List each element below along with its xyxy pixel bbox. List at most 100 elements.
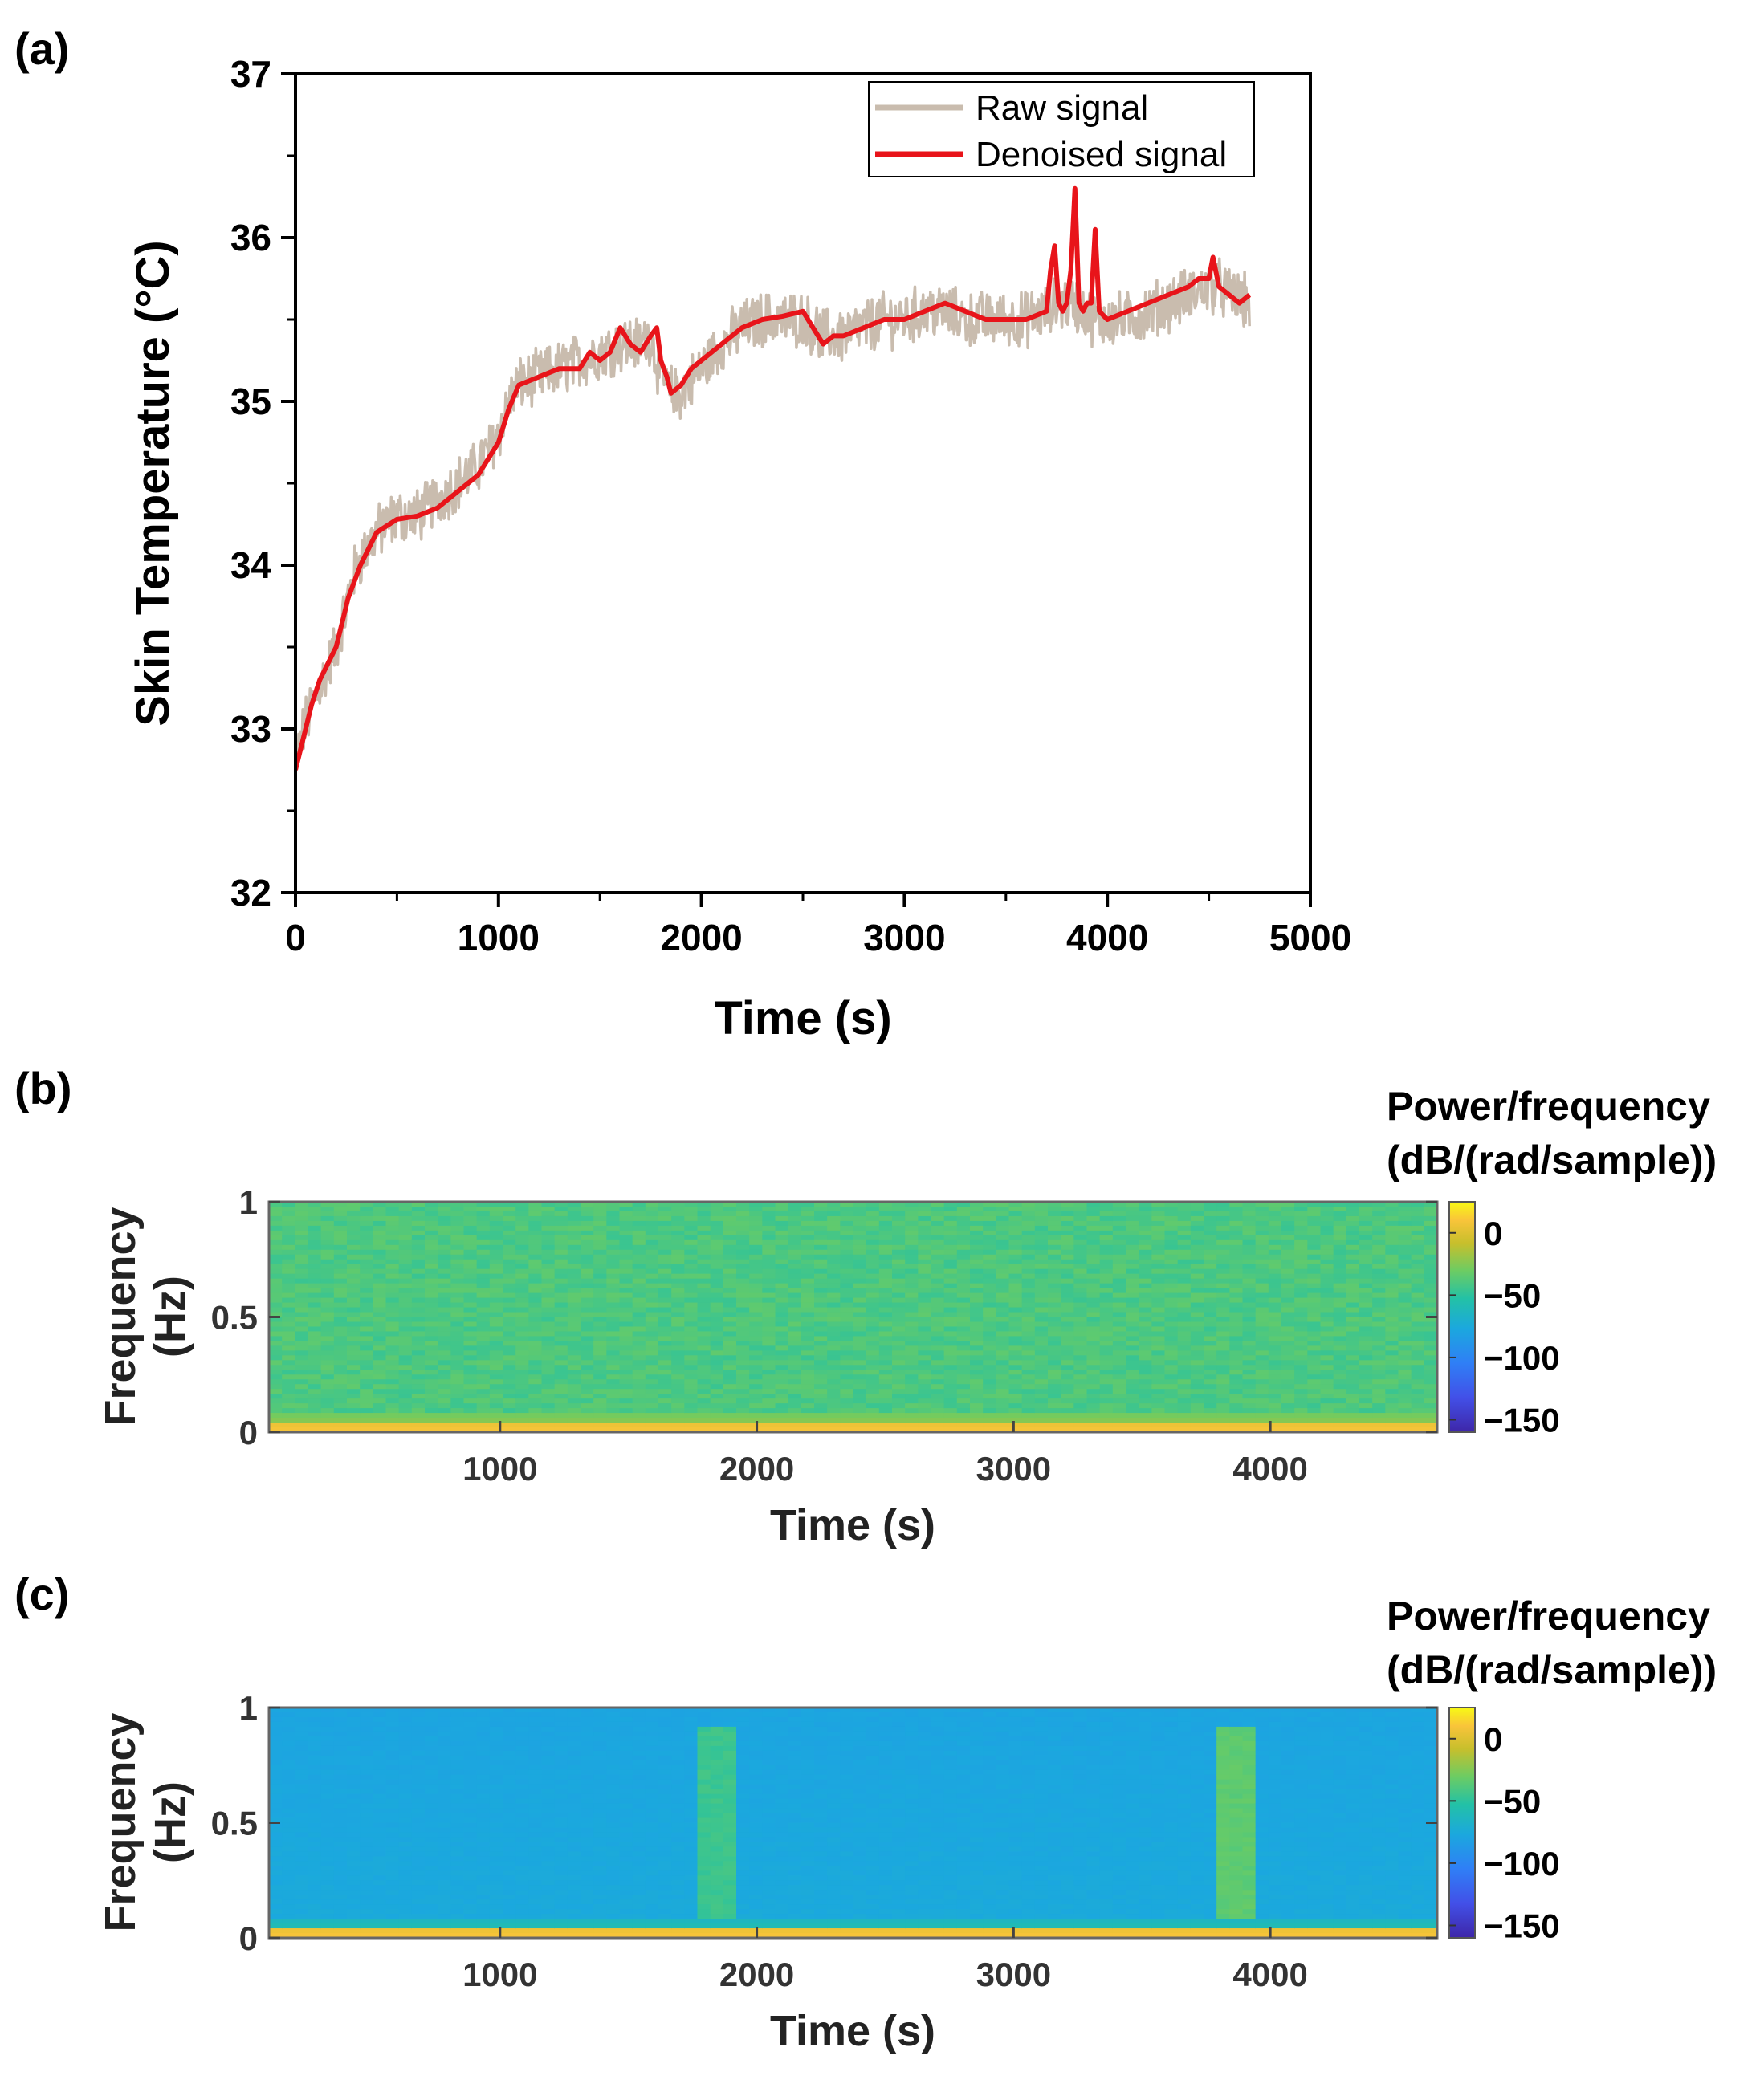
spectrogram-cell xyxy=(1346,1239,1360,1246)
spectrogram-cell xyxy=(736,1321,750,1328)
spectrogram-cell xyxy=(398,1798,413,1805)
spectrogram-cell xyxy=(956,1259,971,1265)
spectrogram-cell xyxy=(1411,1336,1425,1341)
spectrogram-cell xyxy=(398,1837,413,1843)
spectrogram-cell xyxy=(360,1384,373,1390)
spectrogram-cell xyxy=(1424,1321,1438,1328)
spectrogram-cell xyxy=(503,1273,516,1280)
spectrogram-cell xyxy=(892,1418,906,1423)
spectrogram-cell xyxy=(1112,1259,1126,1265)
spectrogram-cell xyxy=(710,1206,724,1212)
spectrogram-cell xyxy=(463,1215,478,1222)
spectrogram-cell xyxy=(658,1292,672,1299)
spectrogram-cell xyxy=(567,1278,581,1284)
spectrogram-cell xyxy=(373,1211,387,1217)
spectrogram-cell xyxy=(1294,1292,1308,1299)
spectrogram-cell xyxy=(905,1302,919,1309)
spectrogram-cell xyxy=(775,1379,789,1385)
spectrogram-cell xyxy=(1424,1244,1438,1251)
spectrogram-cell xyxy=(1061,1427,1074,1433)
spectrogram-cell xyxy=(1048,1374,1061,1380)
spectrogram-cell xyxy=(295,1331,309,1337)
spectrogram-cell xyxy=(450,1384,465,1390)
spectrogram-cell xyxy=(373,1317,387,1323)
spectrogram-cell xyxy=(1411,1239,1425,1246)
spectrogram-cell xyxy=(1216,1403,1230,1409)
spectrogram-cell xyxy=(788,1317,802,1323)
spectrogram-cell xyxy=(1190,1341,1204,1346)
spectrogram-cell xyxy=(295,1297,309,1304)
spectrogram-cell xyxy=(762,1384,776,1390)
spectrogram-cell xyxy=(905,1239,919,1246)
spectrogram-cell xyxy=(385,1288,400,1294)
spectrogram-cell xyxy=(892,1215,906,1222)
spectrogram-cell xyxy=(398,1899,413,1905)
spectrogram-cell xyxy=(749,1302,763,1309)
spectrogram-cell xyxy=(489,1413,503,1419)
spectrogram-cell xyxy=(1139,1268,1152,1275)
spectrogram-cell xyxy=(983,1278,996,1284)
spectrogram-cell xyxy=(1268,1365,1282,1370)
spectrogram-cell xyxy=(1307,1326,1322,1333)
spectrogram-cell xyxy=(581,1292,594,1299)
spectrogram-cell xyxy=(1333,1360,1347,1366)
spectrogram-cell xyxy=(411,1321,426,1328)
spectrogram-cell xyxy=(606,1341,621,1346)
spectrogram-cell xyxy=(295,1206,309,1212)
spectrogram-cell xyxy=(1268,1244,1282,1251)
spectrogram-cell xyxy=(1021,1215,1036,1222)
spectrogram-cell xyxy=(320,1423,335,1428)
spectrogram-cell xyxy=(1099,1331,1114,1337)
spectrogram-cell xyxy=(1099,1360,1114,1366)
spectrogram-cell xyxy=(1099,1292,1114,1299)
spectrogram-cell xyxy=(1034,1292,1049,1299)
spectrogram-cell xyxy=(1268,1220,1282,1227)
spectrogram-cell xyxy=(1151,1225,1166,1231)
spectrogram-cell xyxy=(269,1345,283,1351)
spectrogram-cell xyxy=(1204,1249,1217,1256)
spectrogram-cell xyxy=(671,1341,685,1346)
spectrogram-cell xyxy=(684,1423,699,1428)
spectrogram-cell xyxy=(905,1288,919,1294)
spectrogram-cell xyxy=(282,1278,295,1284)
spectrogram-cell xyxy=(866,1268,880,1275)
spectrogram-cell xyxy=(411,1288,426,1294)
spectrogram-cell xyxy=(606,1283,621,1289)
spectrogram-cell xyxy=(619,1384,633,1390)
spectrogram-cell xyxy=(1177,1239,1192,1246)
spectrogram-cell xyxy=(1008,1254,1023,1260)
spectrogram-cell xyxy=(333,1317,348,1323)
spectrogram-cell xyxy=(425,1302,438,1309)
spectrogram-cell xyxy=(1034,1427,1049,1433)
spectrogram-cell xyxy=(515,1239,529,1246)
spectrogram-cell xyxy=(788,1312,802,1318)
spectrogram-cell xyxy=(749,1292,763,1299)
spectrogram-cell xyxy=(840,1206,854,1212)
spectrogram-cell xyxy=(503,1413,516,1419)
spectrogram-cell xyxy=(645,1408,659,1414)
spectrogram-cell xyxy=(1099,1215,1114,1222)
spectrogram-cell xyxy=(398,1398,413,1404)
spectrogram-cell xyxy=(1048,1268,1061,1275)
spectrogram-cell xyxy=(411,1312,426,1318)
spectrogram-cell xyxy=(476,1312,491,1318)
spectrogram-cell xyxy=(632,1374,646,1380)
spectrogram-cell xyxy=(308,1297,322,1304)
spectrogram-cell xyxy=(320,1726,335,1732)
spectrogram-cell xyxy=(373,1765,387,1771)
spectrogram-cell xyxy=(632,1283,646,1289)
spectrogram-cell xyxy=(593,1360,607,1366)
spectrogram-cell xyxy=(671,1384,685,1390)
spectrogram-cell xyxy=(463,1398,478,1404)
spectrogram-cell xyxy=(762,1235,776,1241)
spectrogram-cell xyxy=(762,1408,776,1414)
spectrogram-cell xyxy=(1424,1259,1438,1265)
spectrogram-cell xyxy=(1126,1239,1139,1246)
spectrogram-cell xyxy=(1359,1379,1373,1385)
spectrogram-cell xyxy=(710,1264,724,1270)
spectrogram-cell xyxy=(1307,1418,1322,1423)
spectrogram-cell xyxy=(1372,1302,1386,1309)
spectrogram-cell xyxy=(1281,1211,1295,1217)
spectrogram-cell xyxy=(1086,1326,1101,1333)
spectrogram-cell xyxy=(1229,1254,1244,1260)
